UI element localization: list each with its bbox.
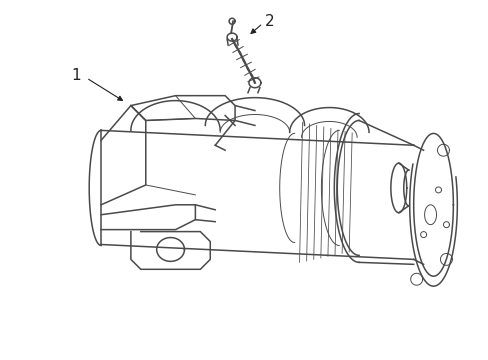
Text: 2: 2	[264, 14, 274, 29]
Text: 1: 1	[71, 68, 81, 83]
